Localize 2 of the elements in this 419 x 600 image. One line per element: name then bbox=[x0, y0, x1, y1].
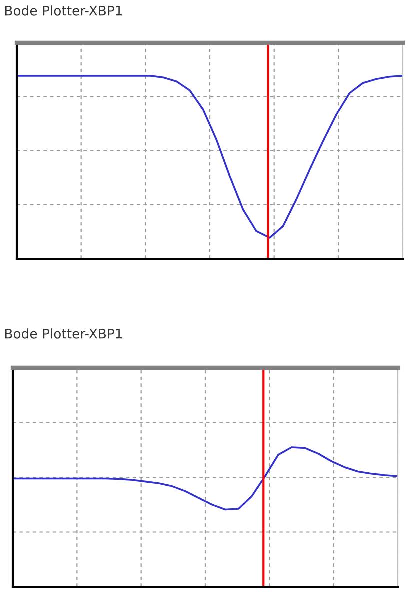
chart-title: Bode Plotter-XBP1 bbox=[5, 6, 122, 16]
chart-title: Bode Plotter-XBP1 bbox=[5, 328, 122, 339]
